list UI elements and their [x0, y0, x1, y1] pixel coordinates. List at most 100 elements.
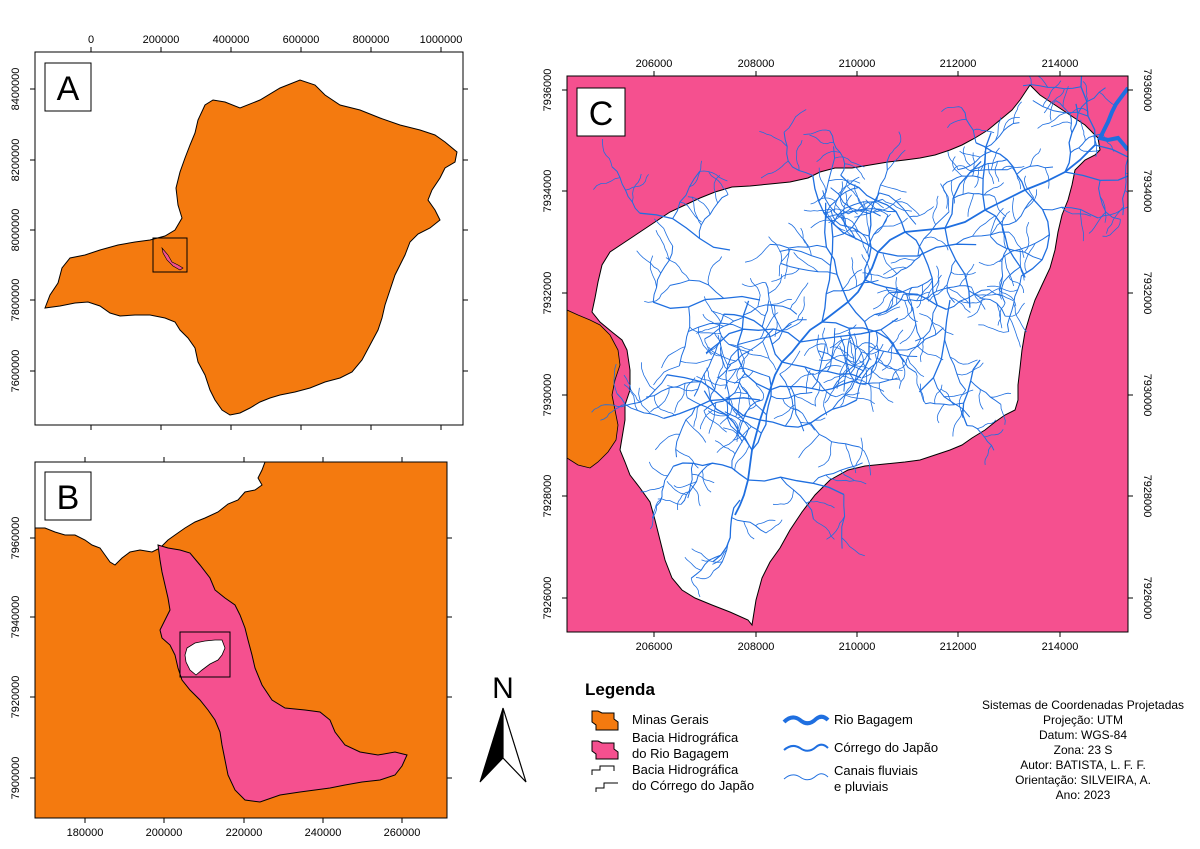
stream-channel	[830, 338, 845, 360]
stream-channel	[1056, 1, 1081, 20]
stream-channel	[620, 374, 668, 408]
stream-channel	[828, 178, 861, 184]
stream-channel	[713, 537, 731, 572]
stream-channel	[720, 347, 728, 370]
stream-channel	[853, 333, 865, 363]
stream-channel	[728, 343, 754, 351]
stream-channel	[731, 427, 750, 469]
stream-channel	[836, 215, 859, 231]
stream-channel	[725, 348, 739, 405]
stream-channel	[677, 491, 690, 511]
stream-channel	[651, 496, 663, 519]
stream-channel	[844, 357, 873, 370]
stream-channel	[719, 397, 733, 425]
stream-channel	[956, 362, 984, 376]
info-line-5: Autor: BATISTA, L. F. F.	[1020, 758, 1146, 772]
stream-channel	[740, 386, 751, 407]
stream-channel	[641, 362, 656, 391]
stream-channel	[769, 300, 783, 331]
stream-channel	[657, 498, 682, 505]
stream-channel	[737, 348, 769, 359]
stream-channel	[841, 494, 846, 549]
stream-channel	[696, 324, 720, 334]
stream-channel	[810, 219, 836, 229]
legend-label-bacia-bagagem-1: Bacia Hidrográfica	[632, 730, 739, 745]
legend-swatch-rio-bagagem	[782, 714, 830, 726]
stream-channel	[1056, 11, 1084, 56]
stream-channel	[904, 231, 938, 306]
stream-channel	[962, 172, 971, 195]
stream-channel	[653, 365, 680, 386]
stream-channel	[1016, 164, 1054, 175]
stream-channel	[765, 519, 783, 534]
stream-channel	[984, 209, 1026, 278]
legend-swatch-canais	[783, 773, 829, 781]
stream-channel	[841, 213, 857, 240]
stream-channel	[821, 222, 834, 323]
stream-channel	[944, 160, 982, 229]
stream-channel	[741, 282, 766, 287]
stream-channel	[779, 248, 831, 266]
panel-b-letter-box	[44, 471, 92, 521]
stream-channel	[1044, 167, 1050, 189]
stream-channel	[1161, 141, 1200, 172]
panel-a-locator-box	[152, 237, 188, 273]
stream-channel	[1049, 100, 1057, 121]
stream-channel	[689, 326, 722, 335]
stream-channel	[994, 196, 1007, 217]
stream-channel	[936, 403, 945, 424]
stream-channel	[851, 257, 858, 287]
stream-channel	[1098, 180, 1121, 220]
stream-channel	[593, 177, 621, 190]
stream-channel	[639, 212, 731, 251]
stream-channel	[959, 150, 981, 158]
stream-channel	[636, 250, 662, 274]
stream-channel	[825, 209, 881, 218]
stream-channel	[653, 395, 676, 417]
stream-channel	[946, 259, 957, 303]
stream-channel	[650, 387, 670, 413]
stream-channel	[828, 207, 852, 224]
stream-channel	[832, 198, 883, 224]
stream-channel	[832, 362, 865, 410]
stream-channel	[994, 161, 1000, 182]
stream-channel	[826, 279, 879, 295]
stream-channel	[796, 139, 803, 171]
stream-channel	[689, 160, 702, 188]
stream-channel	[932, 377, 971, 418]
legend-label-bacia-japao-2: do Córrego do Japão	[632, 778, 754, 793]
stream-channel	[859, 446, 871, 476]
stream-channel	[887, 149, 906, 171]
stream-channel	[717, 334, 729, 366]
stream-channel	[978, 260, 1002, 266]
stream-channel	[825, 474, 854, 482]
panel-a-x-tick-label: 400000	[213, 34, 250, 46]
stream-channel	[919, 383, 926, 404]
panel-c-y-right-tick-label: 7934000	[1141, 170, 1153, 213]
stream-channel	[814, 382, 821, 407]
panel-c-y-left-tick-label: 7936000	[542, 69, 554, 112]
stream-channel	[1001, 165, 1025, 170]
stream-channel	[655, 230, 670, 261]
stream-channel	[704, 338, 720, 357]
stream-channel	[706, 367, 716, 390]
stream-channel	[687, 462, 713, 499]
stream-channel	[591, 404, 622, 413]
stream-channel	[701, 470, 712, 493]
stream-channel	[695, 570, 714, 580]
stream-channel	[967, 298, 983, 318]
stream-channel	[906, 355, 925, 378]
stream-channel	[987, 163, 995, 185]
stream-channel	[950, 297, 971, 313]
stream-channel	[1013, 303, 1028, 333]
canais-fluviais-network	[591, 1, 1200, 598]
stream-channel	[973, 128, 995, 134]
panel-c-x-top-tick-label: 210000	[839, 58, 876, 70]
stream-channel	[638, 387, 651, 415]
stream-channel	[724, 411, 762, 434]
stream-channel	[652, 295, 761, 309]
stream-channel	[1189, 193, 1200, 231]
panel-b-y-ticks: 7960000 7940000 7920000 7900000	[10, 517, 452, 799]
stream-channel	[1042, 206, 1099, 219]
stream-channel	[1098, 91, 1116, 107]
